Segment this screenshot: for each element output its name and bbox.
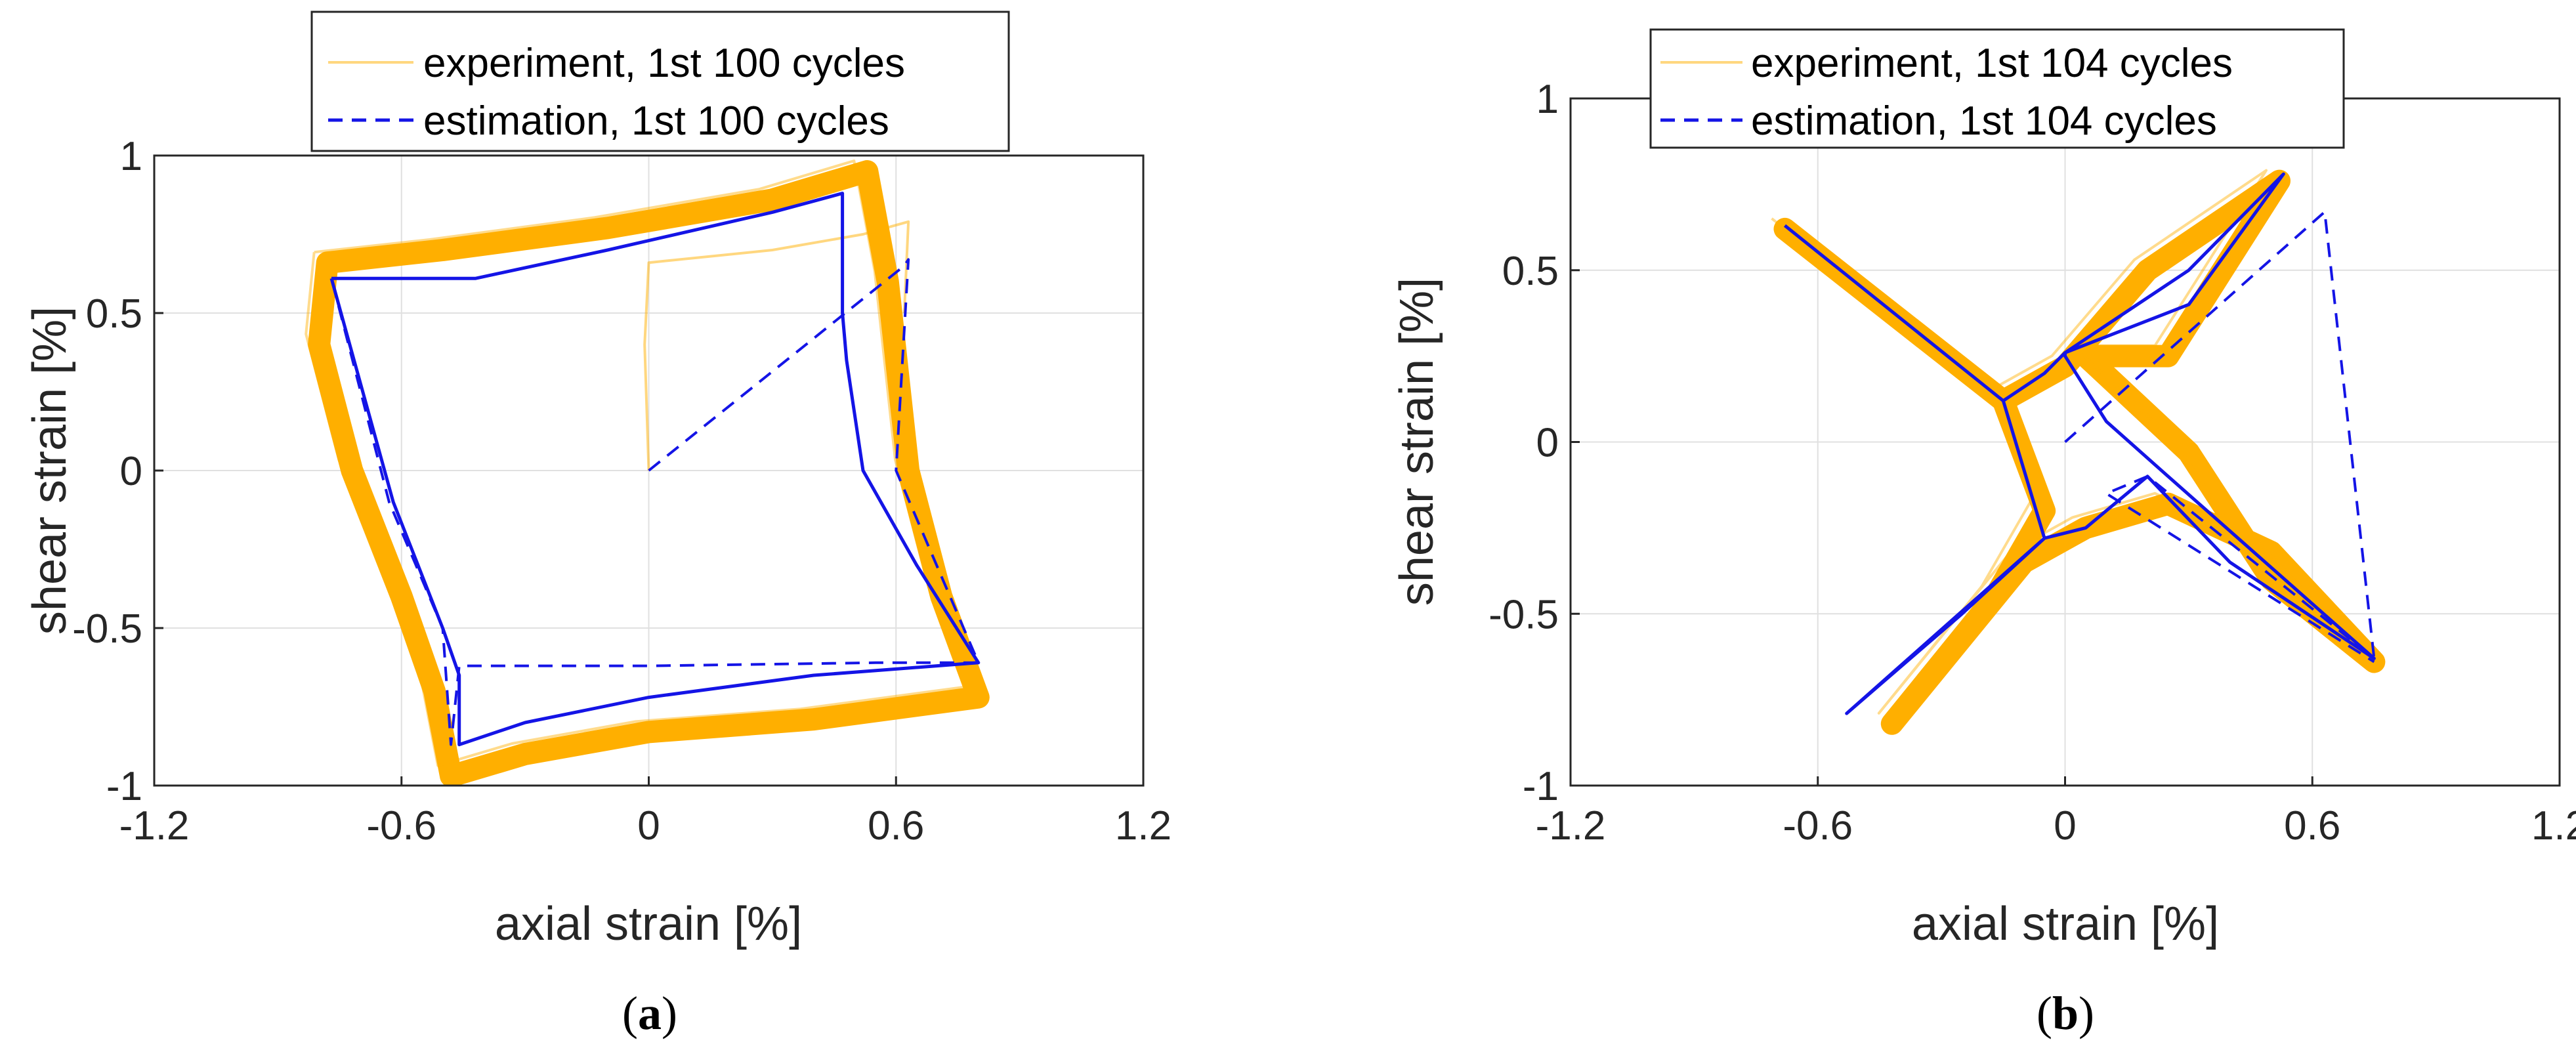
panel-b-legend-box bbox=[1649, 28, 2345, 149]
panel-b-legend-experiment-label: experiment, 1st 104 cycles bbox=[1751, 41, 2233, 86]
panel-b-x-tick-label: 1.2 bbox=[2531, 803, 2576, 849]
panel-b-y-tick-label: 0 bbox=[1536, 421, 1559, 466]
panel-a-y-tick-label: 0 bbox=[120, 449, 142, 494]
panel-a-x-tick-label: 0 bbox=[637, 803, 660, 849]
panel-a-series-estimation-initial-loading bbox=[330, 258, 980, 746]
panel-a-x-tick-label: -1.2 bbox=[119, 803, 190, 849]
panel-a-y-tick-label: -1 bbox=[106, 764, 142, 809]
panel-b-caption: (b) bbox=[2037, 987, 2094, 1040]
panel-a-legend-experiment-label: experiment, 1st 100 cycles bbox=[423, 41, 905, 86]
panel-a-y-tick-label: 1 bbox=[120, 134, 142, 179]
panel-b-y-tick-label: -1 bbox=[1523, 764, 1559, 809]
panel-a-series-estimation-1st-100-cycles bbox=[329, 192, 981, 747]
panel-b-series-estimation-initial-loading bbox=[2064, 210, 2376, 663]
panel-b-x-tick-label: -0.6 bbox=[1783, 803, 1853, 849]
panel-a-legend: experiment, 1st 100 cycles estimation, 1… bbox=[310, 11, 1010, 152]
panel-a-y-axis-label: shear strain [%] bbox=[24, 306, 76, 635]
panel-b-y-tick-label: 1 bbox=[1536, 77, 1559, 122]
panel-b-y-ticks: -1 -0.5 0 0.5 1 bbox=[1489, 77, 1580, 809]
panel-b-series-estimation-1st-104-cycles bbox=[1783, 172, 2376, 715]
panel-a-x-axis-label: axial strain [%] bbox=[495, 898, 802, 950]
panel-b-series bbox=[1771, 169, 2386, 735]
panel-a-x-tick-label: 0.6 bbox=[868, 803, 924, 849]
panel-b-legend-estimation-label: estimation, 1st 104 cycles bbox=[1751, 98, 2217, 144]
panel-b-x-ticks: -1.2 -0.6 0 0.6 1.2 bbox=[1536, 776, 2576, 849]
panel-b-y-tick-label: 0.5 bbox=[1502, 249, 1559, 294]
panel-a-x-ticks: -1.2 -0.6 0 0.6 1.2 bbox=[119, 776, 1172, 849]
panel-b-legend: experiment, 1st 104 cycles estimation, 1… bbox=[1649, 28, 2345, 149]
panel-a-caption: (a) bbox=[622, 987, 677, 1040]
panel-a-x-tick-label: -0.6 bbox=[366, 803, 436, 849]
panel-b-y-tick-label: -0.5 bbox=[1489, 592, 1559, 637]
panel-b-y-axis-label: shear strain [%] bbox=[1391, 278, 1443, 606]
panel-b-chart: -1.2 -0.6 0 0.6 1.2 -1 -0.5 0 0.5 1 axial strain… bbox=[1391, 28, 2576, 1040]
panel-a-series bbox=[305, 159, 990, 786]
panel-b-x-tick-label: 0.6 bbox=[2284, 803, 2340, 849]
panel-b-x-tick-label: -1.2 bbox=[1536, 803, 1606, 849]
panel-a-series-experiment-1st-100-cycles bbox=[308, 160, 990, 786]
panel-b-x-tick-label: 0 bbox=[2054, 803, 2076, 849]
panel-a-y-tick-label: -0.5 bbox=[72, 606, 142, 652]
panel-a-x-tick-label: 1.2 bbox=[1115, 803, 1172, 849]
panel-b-series-experiment-1st-104-cycles bbox=[1773, 169, 2386, 735]
panel-a-chart: -1.2 -0.6 0 0.6 1.2 -1 -0.5 0 0.5 1 axial strain… bbox=[24, 11, 1172, 1040]
panel-a-legend-box bbox=[310, 11, 1010, 152]
panel-a-series-experiment-1st-100-cycles-inner-cycles bbox=[305, 159, 967, 767]
panel-a-y-ticks: -1 -0.5 0 0.5 1 bbox=[72, 134, 163, 809]
panel-a-y-tick-label: 0.5 bbox=[86, 291, 142, 337]
panel-a-legend-estimation-label: estimation, 1st 100 cycles bbox=[423, 98, 889, 144]
panel-a-series-experiment-initial-loading bbox=[643, 220, 910, 471]
panel-b-x-axis-label: axial strain [%] bbox=[1912, 898, 2219, 950]
